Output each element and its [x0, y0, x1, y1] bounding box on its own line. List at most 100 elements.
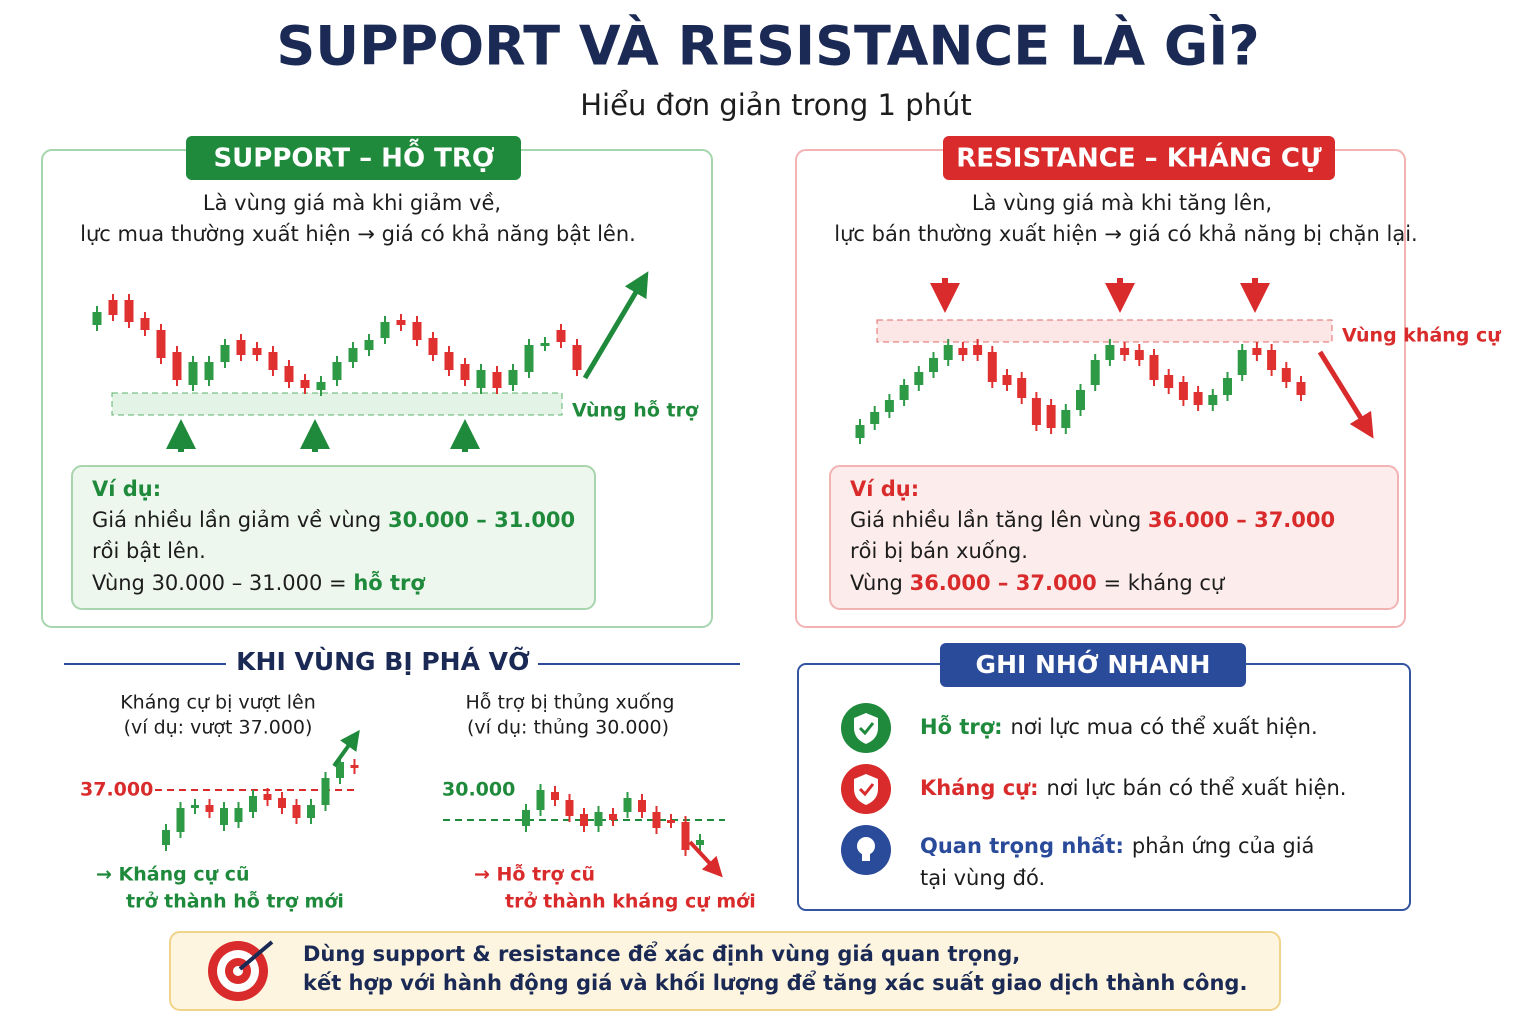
- support-badge-text: SUPPORT – HỖ TRỢ: [213, 138, 494, 174]
- candle-body: [249, 796, 257, 812]
- resistance-badge-text: RESISTANCE – KHÁNG CỰ: [956, 142, 1322, 174]
- text: = kháng cự: [1097, 571, 1226, 595]
- candle-body: [522, 810, 530, 826]
- support-candles: [92, 294, 582, 396]
- candle-body: [140, 318, 150, 330]
- candle-body: [220, 345, 230, 362]
- candle-body: [1017, 378, 1027, 398]
- result: → Hỗ trợ cũ: [474, 862, 595, 886]
- candle-body: [623, 798, 632, 812]
- support-example: [71, 465, 596, 610]
- candle-body: [855, 425, 865, 438]
- example-line: Giá nhiều lần giảm về vùng 30.000 – 31.0…: [92, 508, 575, 532]
- candle-body: [580, 814, 588, 826]
- resistance-zone-label: Vùng kháng cự: [1342, 325, 1501, 347]
- term: Quan trọng nhất:: [920, 834, 1124, 858]
- candle-body: [572, 345, 582, 370]
- text: Vùng: [850, 571, 910, 595]
- candle-body: [156, 330, 166, 358]
- footer-panel: [169, 931, 1281, 1011]
- footer-line: Dùng support & resistance để xác định vù…: [303, 941, 1020, 966]
- candle-body: [1149, 355, 1159, 380]
- candle-body: [108, 300, 118, 315]
- candle-body: [1178, 382, 1188, 400]
- example-heading: Ví dụ:: [850, 477, 919, 501]
- example-heading: Ví dụ:: [92, 477, 161, 501]
- candle-body: [307, 805, 315, 818]
- candle-body: [914, 372, 924, 385]
- candle-body: [236, 340, 246, 355]
- candle-body: [556, 330, 566, 342]
- candle-body: [1252, 348, 1262, 355]
- candle-body: [300, 380, 310, 388]
- remember-item: Quan trọng nhất: phản ứng của giá: [920, 834, 1314, 858]
- title: SUPPORT VÀ RESISTANCE LÀ GÌ?: [276, 15, 1259, 78]
- candle-body: [188, 362, 198, 385]
- candle-body: [1237, 350, 1247, 375]
- icon-resistance: [841, 764, 891, 814]
- remember-item: Hỗ trợ: nơi lực mua có thể xuất hiện.: [920, 715, 1318, 739]
- resistance-zone: [876, 319, 1333, 343]
- candle-body: [973, 345, 983, 355]
- example-line: Vùng 30.000 – 31.000 = hỗ trợ: [92, 571, 425, 595]
- candle-body: [1002, 375, 1012, 385]
- text: Vùng 30.000 – 31.000 =: [92, 571, 353, 595]
- candle-body: [278, 798, 286, 808]
- candle-body: [348, 348, 358, 362]
- candle-body: [1208, 395, 1218, 405]
- highlight: 30.000 – 31.000: [388, 508, 575, 532]
- candle-body: [536, 790, 545, 810]
- candle-body: [508, 370, 518, 385]
- candle-body: [1223, 378, 1232, 395]
- example-line: Giá nhiều lần tăng lên vùng 36.000 – 37.…: [850, 508, 1335, 532]
- candle-body: [220, 808, 228, 825]
- resistance-desc: lực bán thường xuất hiện → giá có khả nă…: [834, 222, 1417, 246]
- resistance-desc: Là vùng giá mà khi tăng lên,: [972, 191, 1272, 215]
- support-desc: Là vùng giá mà khi giảm về,: [203, 191, 501, 215]
- remember-badge: [940, 643, 1246, 687]
- candle-body: [321, 778, 330, 805]
- example-line: rồi bật lên.: [92, 539, 206, 563]
- up-arrow: [332, 729, 360, 768]
- candle-body: [1046, 405, 1056, 428]
- text: nơi lực bán có thể xuất hiện.: [1046, 776, 1346, 800]
- highlight: hỗ trợ: [353, 571, 425, 595]
- highlight: 36.000 – 37.000: [910, 571, 1097, 595]
- candle-body: [396, 320, 406, 325]
- candle-body: [638, 800, 646, 812]
- breakout-candles: [522, 784, 704, 856]
- candle-body: [1296, 382, 1306, 395]
- subtitle: Hiểu đơn giản trong 1 phút: [580, 88, 972, 122]
- candle-body: [551, 792, 559, 800]
- candle-body: [899, 385, 909, 400]
- candle-body: [162, 830, 170, 845]
- level: 30.000: [442, 779, 515, 801]
- caption: (ví dụ: vượt 37.000): [124, 717, 313, 739]
- support-arrows: [166, 419, 480, 452]
- candle-body: [263, 794, 272, 800]
- candle-body: [929, 358, 938, 372]
- candle-body: [1105, 345, 1115, 360]
- candle-body: [234, 808, 243, 822]
- candle-body: [1076, 390, 1085, 410]
- candle-body: [460, 364, 470, 380]
- target-icon: [208, 940, 274, 1001]
- term: Kháng cự:: [920, 776, 1038, 800]
- highlight: 36.000 – 37.000: [1148, 508, 1335, 532]
- example-line: Vùng 36.000 – 37.000 = kháng cự: [850, 571, 1226, 595]
- candle-body: [172, 352, 182, 380]
- text: phản ứng của giá: [1132, 834, 1315, 858]
- candle-body: [1061, 410, 1071, 428]
- term: Hỗ trợ:: [920, 715, 1003, 739]
- section-title: KHI VÙNG BỊ PHÁ VỠ: [236, 646, 530, 676]
- candle-body: [380, 322, 390, 338]
- candle-body: [594, 812, 603, 826]
- candle-body: [609, 814, 617, 820]
- support-desc: lực mua thường xuất hiện → giá có khả nă…: [80, 222, 636, 246]
- candle-body: [364, 340, 374, 350]
- candle-body: [1267, 350, 1277, 370]
- remember-item: tại vùng đó.: [920, 866, 1045, 890]
- candle-body: [332, 362, 342, 380]
- candle-body: [1120, 348, 1130, 355]
